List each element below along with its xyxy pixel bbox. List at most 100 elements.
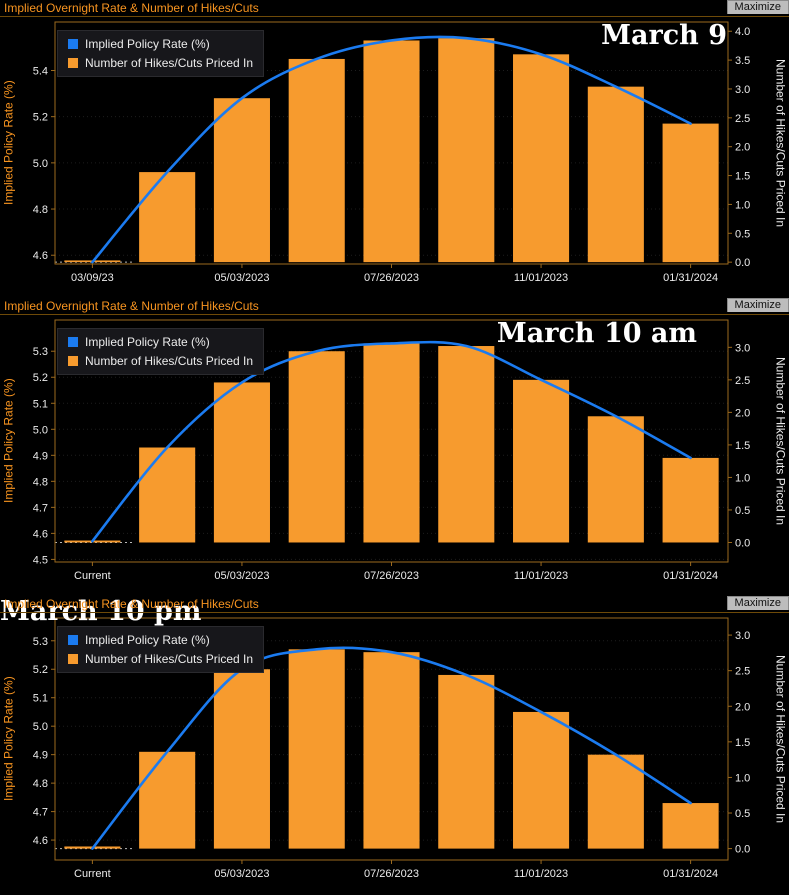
- svg-text:01/31/2024: 01/31/2024: [663, 570, 718, 582]
- legend-swatch-bar: [68, 58, 78, 68]
- svg-text:4.9: 4.9: [33, 750, 48, 762]
- svg-text:07/26/2023: 07/26/2023: [364, 272, 419, 284]
- legend-swatch-bar: [68, 654, 78, 664]
- svg-text:4.6: 4.6: [33, 835, 48, 847]
- chart-title: Implied Overnight Rate & Number of Hikes…: [4, 1, 259, 15]
- svg-text:5.0: 5.0: [33, 158, 48, 170]
- legend-item-hikes[interactable]: Number of Hikes/Cuts Priced In: [68, 56, 253, 70]
- svg-text:2.0: 2.0: [735, 407, 750, 419]
- svg-text:1.0: 1.0: [735, 199, 750, 211]
- svg-text:5.1: 5.1: [33, 693, 48, 705]
- svg-text:4.6: 4.6: [33, 528, 48, 540]
- chart-panel-march-9: Implied Overnight Rate & Number of Hikes…: [0, 0, 789, 298]
- svg-text:5.0: 5.0: [33, 721, 48, 733]
- legend-label: Implied Policy Rate (%): [85, 37, 210, 51]
- svg-text:0.5: 0.5: [735, 505, 750, 517]
- svg-text:5.4: 5.4: [33, 65, 48, 77]
- svg-text:2.5: 2.5: [735, 666, 750, 678]
- svg-text:5.2: 5.2: [33, 112, 48, 124]
- legend: Implied Policy Rate (%) Number of Hikes/…: [57, 30, 265, 77]
- left-axis-label: Implied Policy Rate (%): [1, 378, 16, 504]
- svg-text:0.0: 0.0: [735, 844, 750, 856]
- chart-panel-march-10pm: Implied Overnight Rate & Number of Hikes…: [0, 596, 789, 894]
- svg-text:01/31/2024: 01/31/2024: [663, 272, 718, 284]
- right-axis-label: Number of Hikes/Cuts Priced In: [773, 356, 788, 526]
- svg-text:4.7: 4.7: [33, 502, 48, 514]
- svg-text:1.0: 1.0: [735, 472, 750, 484]
- svg-text:5.1: 5.1: [33, 398, 48, 410]
- svg-text:11/01/2023: 11/01/2023: [514, 868, 568, 880]
- svg-text:05/03/2023: 05/03/2023: [214, 868, 269, 880]
- svg-text:2.0: 2.0: [735, 701, 750, 713]
- chart-panel-march-10am: Implied Overnight Rate & Number of Hikes…: [0, 298, 789, 596]
- right-axis-label: Number of Hikes/Cuts Priced In: [773, 654, 788, 824]
- plot-area[interactable]: 4.5 4.6 4.7 4.8 4.9 5.0 5.1 5.2 5.3 0.0 0.5 1.0 1.5 2…: [0, 298, 789, 596]
- legend-item-policy-rate[interactable]: Implied Policy Rate (%): [68, 335, 253, 349]
- legend-item-hikes[interactable]: Number of Hikes/Cuts Priced In: [68, 354, 253, 368]
- svg-text:0.0: 0.0: [735, 257, 750, 269]
- maximize-button[interactable]: Maximize: [726, 596, 789, 610]
- svg-text:2.5: 2.5: [735, 375, 750, 387]
- legend-swatch-line: [68, 337, 78, 347]
- svg-text:4.8: 4.8: [33, 476, 48, 488]
- svg-text:4.8: 4.8: [33, 204, 48, 216]
- svg-text:0.0: 0.0: [735, 537, 750, 549]
- svg-text:05/03/2023: 05/03/2023: [214, 570, 269, 582]
- svg-text:11/01/2023: 11/01/2023: [514, 570, 568, 582]
- svg-text:5.3: 5.3: [33, 346, 48, 358]
- svg-text:1.5: 1.5: [735, 737, 750, 749]
- svg-text:Current: Current: [74, 868, 111, 880]
- svg-text:4.9: 4.9: [33, 450, 48, 462]
- legend-swatch-line: [68, 39, 78, 49]
- svg-text:07/26/2023: 07/26/2023: [364, 570, 419, 582]
- left-axis-label: Implied Policy Rate (%): [1, 676, 16, 802]
- chart-header: Implied Overnight Rate & Number of Hikes…: [0, 596, 789, 613]
- maximize-button[interactable]: Maximize: [726, 0, 789, 14]
- svg-text:1.5: 1.5: [735, 171, 750, 183]
- legend: Implied Policy Rate (%) Number of Hikes/…: [57, 328, 265, 375]
- maximize-button[interactable]: Maximize: [726, 298, 789, 312]
- svg-text:4.6: 4.6: [33, 250, 48, 262]
- svg-text:3.0: 3.0: [735, 84, 750, 96]
- svg-text:5.2: 5.2: [33, 372, 48, 384]
- chart-title: Implied Overnight Rate & Number of Hikes…: [4, 299, 259, 313]
- svg-text:1.5: 1.5: [735, 440, 750, 452]
- chart-title: Implied Overnight Rate & Number of Hikes…: [4, 597, 259, 611]
- legend-item-policy-rate[interactable]: Implied Policy Rate (%): [68, 37, 253, 51]
- svg-text:Current: Current: [74, 570, 111, 582]
- svg-text:5.2: 5.2: [33, 664, 48, 676]
- legend-label: Number of Hikes/Cuts Priced In: [85, 56, 254, 70]
- svg-text:2.0: 2.0: [735, 142, 750, 154]
- svg-text:5.3: 5.3: [33, 636, 48, 648]
- svg-text:4.5: 4.5: [33, 554, 48, 566]
- legend-item-policy-rate[interactable]: Implied Policy Rate (%): [68, 633, 253, 647]
- svg-text:3.0: 3.0: [735, 630, 750, 642]
- svg-text:4.8: 4.8: [33, 778, 48, 790]
- legend-label: Implied Policy Rate (%): [85, 633, 210, 647]
- svg-text:03/09/23: 03/09/23: [71, 272, 114, 284]
- plot-area[interactable]: 4.6 4.8 5.0 5.2 5.4 0.0 0.5 1.0 1.5 2.0 2.5 3.0 3.5 4…: [0, 0, 789, 298]
- legend: Implied Policy Rate (%) Number of Hikes/…: [57, 626, 265, 673]
- chart-header: Implied Overnight Rate & Number of Hikes…: [0, 298, 789, 315]
- svg-text:07/26/2023: 07/26/2023: [364, 868, 419, 880]
- right-axis-label: Number of Hikes/Cuts Priced In: [773, 58, 788, 228]
- legend-swatch-line: [68, 635, 78, 645]
- svg-text:4.7: 4.7: [33, 807, 48, 819]
- svg-text:2.5: 2.5: [735, 113, 750, 125]
- svg-text:0.5: 0.5: [735, 228, 750, 240]
- left-axis-label: Implied Policy Rate (%): [1, 80, 16, 206]
- svg-text:3.0: 3.0: [735, 342, 750, 354]
- svg-text:4.0: 4.0: [735, 26, 750, 38]
- legend-label: Implied Policy Rate (%): [85, 335, 210, 349]
- svg-text:3.5: 3.5: [735, 55, 750, 67]
- date-annotation: March 10 am: [496, 318, 697, 349]
- date-annotation: March 9: [601, 20, 727, 51]
- legend-label: Number of Hikes/Cuts Priced In: [85, 652, 254, 666]
- svg-text:0.5: 0.5: [735, 808, 750, 820]
- svg-text:01/31/2024: 01/31/2024: [663, 868, 718, 880]
- plot-area[interactable]: 4.6 4.7 4.8 4.9 5.0 5.1 5.2 5.3 0.0 0.5 1.0 1.5 2.0 2…: [0, 596, 789, 894]
- legend-label: Number of Hikes/Cuts Priced In: [85, 354, 254, 368]
- legend-item-hikes[interactable]: Number of Hikes/Cuts Priced In: [68, 652, 253, 666]
- chart-header: Implied Overnight Rate & Number of Hikes…: [0, 0, 789, 17]
- svg-text:05/03/2023: 05/03/2023: [214, 272, 269, 284]
